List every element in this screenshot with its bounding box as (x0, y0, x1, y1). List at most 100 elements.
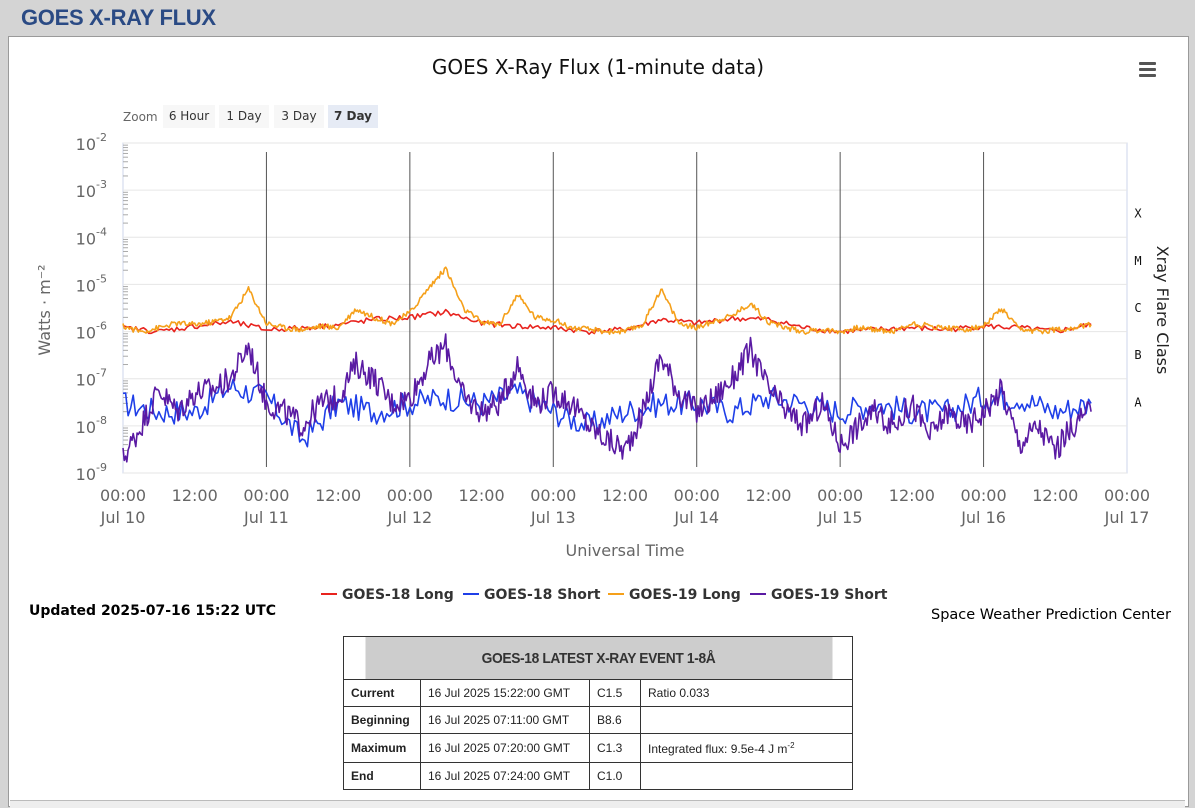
row-label: Current (343, 679, 421, 707)
legend-item[interactable]: GOES-18 Short (463, 587, 601, 603)
series-line-goes-19-short (122, 333, 1092, 463)
zoom-bar: Zoom 6 Hour 1 Day 3 Day 7 Day (123, 105, 378, 128)
credit-text: Space Weather Prediction Center (931, 607, 1171, 623)
row-class: C1.3 (589, 733, 641, 763)
row-label: Maximum (343, 733, 421, 763)
page-title: GOES X-RAY FLUX (21, 5, 216, 30)
zoom-button-3-day[interactable] (274, 105, 324, 128)
zoom-button-6-hour[interactable] (163, 105, 215, 128)
y-tick-exponent: -6 (96, 320, 107, 333)
legend-label: GOES-19 Long (629, 587, 741, 603)
series-line-goes-18-short (122, 378, 1092, 448)
x-tick-label: 00:00 (961, 486, 1007, 505)
zoom-button-label: 7 Day (334, 109, 372, 123)
x-tick-label: 00:00 (817, 486, 863, 505)
flare-class-label: B (1134, 348, 1141, 362)
y-tick-label: 10-3 (76, 178, 107, 201)
legend-label: GOES-18 Short (484, 587, 601, 603)
legend-item[interactable]: GOES-19 Long (608, 587, 741, 603)
x-tick-date-label: Jul 11 (243, 508, 289, 527)
x-tick-date-label: Jul 17 (1104, 508, 1150, 527)
plot-area (122, 142, 1128, 474)
chart-menu-button[interactable] (1138, 60, 1158, 78)
zoom-button-label: 6 Hour (169, 109, 209, 123)
x-tick-label: 12:00 (459, 486, 505, 505)
y-axis-title: Watts · m⁻² (35, 264, 54, 355)
table-row: End 16 Jul 2025 07:24:00 GMT C1.0 (343, 762, 853, 790)
x-tick-label: 00:00 (243, 486, 289, 505)
zoom-label: Zoom (123, 110, 158, 124)
chart-title: GOES X-Ray Flux (1-minute data) (432, 55, 764, 79)
row-label: Beginning (343, 706, 421, 734)
row-datetime: 16 Jul 2025 15:22:00 GMT (420, 679, 590, 707)
y-tick-label: 10-4 (76, 225, 107, 248)
updated-timestamp: Updated 2025-07-16 15:22 UTC (29, 603, 276, 619)
x-tick-date-label: Jul 13 (530, 508, 576, 527)
row-datetime: 16 Jul 2025 07:11:00 GMT (420, 706, 590, 734)
row-label: End (343, 762, 421, 790)
zoom-button-label: 1 Day (226, 109, 261, 123)
x-tick-label: 12:00 (602, 486, 648, 505)
y-tick-label: 10-9 (76, 461, 107, 484)
y2-axis-title: Xray Flare Class (1153, 246, 1172, 375)
row-class: C1.0 (589, 762, 641, 790)
series-line-goes-19-long (122, 266, 1092, 335)
page-header: GOES X-RAY FLUX (0, 0, 1195, 36)
y-tick-label: 10-2 (76, 131, 107, 154)
flare-class-label: M (1134, 254, 1141, 268)
bottom-scrollbar[interactable] (10, 800, 1185, 808)
row-datetime: 16 Jul 2025 07:24:00 GMT (420, 762, 590, 790)
y-tick-exponent: -8 (96, 414, 107, 427)
x-tick-label: 12:00 (315, 486, 361, 505)
legend-item[interactable]: GOES-18 Long (321, 587, 454, 603)
x-tick-label: 00:00 (530, 486, 576, 505)
table-row: Maximum 16 Jul 2025 07:20:00 GMT C1.3 In… (343, 733, 853, 763)
x-tick-label: 00:00 (674, 486, 720, 505)
legend-item[interactable]: GOES-19 Short (750, 587, 888, 603)
y-tick-exponent: -3 (96, 178, 107, 191)
x-tick-date-label: Jul 16 (960, 508, 1006, 527)
flare-class-label: X (1134, 207, 1142, 221)
row-class: B8.6 (589, 706, 641, 734)
x-tick-label: 12:00 (172, 486, 218, 505)
event-table-title: GOES-18 LATEST X-RAY EVENT 1-8Å (363, 636, 833, 680)
table-row: Current 16 Jul 2025 15:22:00 GMT C1.5 Ra… (343, 679, 853, 707)
zoom-button-7-day[interactable] (328, 105, 378, 128)
menu-bar-icon (1139, 68, 1156, 71)
table-row: Beginning 16 Jul 2025 07:11:00 GMT B8.6 (343, 706, 853, 734)
series-layer (122, 266, 1092, 463)
x-tick-label: 12:00 (889, 486, 935, 505)
x-tick-date-label: Jul 10 (100, 508, 146, 527)
x-tick-label: 12:00 (745, 486, 791, 505)
x-axis-title: Universal Time (565, 541, 684, 560)
y-tick-label: 10-5 (76, 272, 107, 295)
zoom-button-1-day[interactable] (219, 105, 269, 128)
y-tick-exponent: -2 (96, 131, 107, 144)
y-tick-label: 10-6 (76, 320, 107, 343)
event-table: GOES-18 LATEST X-RAY EVENT 1-8Å Current … (343, 636, 853, 790)
legend-label: GOES-19 Short (771, 587, 888, 603)
y-tick-exponent: -9 (96, 461, 107, 474)
integrated-flux-text: Integrated flux: 9.5e-4 J m (648, 741, 788, 756)
x-tick-date-label: Jul 14 (673, 508, 719, 527)
legend-label: GOES-18 Long (342, 587, 454, 603)
y-tick-exponent: -5 (96, 272, 107, 285)
row-class: C1.5 (589, 679, 641, 707)
row-extra (640, 762, 853, 790)
flare-class-label: A (1134, 395, 1142, 409)
row-datetime: 16 Jul 2025 07:20:00 GMT (420, 733, 590, 763)
row-extra (640, 706, 853, 734)
menu-bar-icon (1139, 62, 1156, 65)
x-tick-date-label: Jul 12 (386, 508, 432, 527)
x-tick-label: 12:00 (1032, 486, 1078, 505)
integrated-flux-exponent: -2 (787, 740, 795, 750)
y-tick-label: 10-7 (76, 367, 107, 390)
x-tick-label: 00:00 (1104, 486, 1150, 505)
x-tick-date-label: Jul 15 (817, 508, 863, 527)
row-extra: Integrated flux: 9.5e-4 J m-2 (640, 733, 853, 763)
menu-bar-icon (1139, 74, 1156, 77)
row-extra: Ratio 0.033 (640, 679, 853, 707)
x-tick-label: 00:00 (387, 486, 433, 505)
x-tick-label: 00:00 (100, 486, 146, 505)
